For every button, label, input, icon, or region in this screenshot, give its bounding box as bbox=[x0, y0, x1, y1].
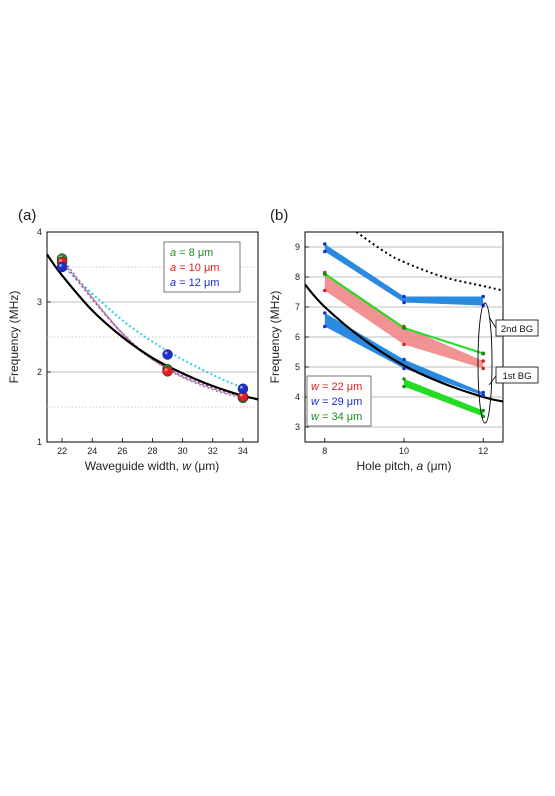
chart-b-marker bbox=[323, 249, 327, 254]
chart-b-2ndbg-label: 2nd BG bbox=[501, 324, 533, 335]
chart-a-points bbox=[56, 253, 249, 404]
chart-a-point bbox=[162, 349, 173, 360]
chart-a-legend-item-2: a = 10 μm bbox=[170, 262, 219, 274]
chart-b-upper-dotted-curve bbox=[355, 231, 504, 292]
chart-b-marker bbox=[323, 311, 327, 315]
chart-b-2ndbg-pointer bbox=[488, 316, 497, 329]
chart-a-x-tick-label: 34 bbox=[238, 446, 248, 456]
chart-b-marker bbox=[323, 242, 327, 246]
chart-b-legend-item-3: w = 34 μm bbox=[311, 411, 362, 423]
chart-b-legend: w = 22 μm w = 29 μm w = 34 μm bbox=[306, 375, 372, 427]
chart-a-point-highlight bbox=[239, 385, 243, 389]
chart-a-x-tick-label: 22 bbox=[57, 446, 67, 456]
chart-a-point-highlight bbox=[164, 368, 168, 372]
chart-b-marker bbox=[402, 300, 406, 305]
chart-b-x-tick-label: 12 bbox=[478, 446, 488, 456]
chart-b-marker bbox=[481, 390, 486, 395]
chart-b-1stbg-box bbox=[495, 366, 539, 384]
chart-b-bands bbox=[324, 244, 484, 417]
chart-b: 8 10 12 3 4 5 6 7 8 9 Hole pitch, a (μm) Frequen… bbox=[268, 231, 539, 473]
chart-a-point bbox=[237, 383, 249, 395]
chart-a-x-tick-label: 26 bbox=[117, 446, 127, 456]
chart-b-marker bbox=[402, 377, 406, 381]
chart-a-point-highlight bbox=[59, 259, 63, 263]
chart-b-legend-item-1: w = 22 μm bbox=[311, 381, 362, 393]
chart-a-legend-box bbox=[163, 241, 241, 293]
chart-b-marker bbox=[481, 408, 486, 413]
chart-b-marker bbox=[402, 366, 406, 371]
chart-b-y-tick-label: 3 bbox=[295, 422, 300, 432]
chart-b-legend-item-2: w = 29 μm bbox=[311, 396, 362, 408]
chart-a-y-tick-label: 3 bbox=[37, 297, 42, 307]
chart-a-x-ticks: 22 24 26 28 30 32 34 bbox=[57, 438, 248, 456]
chart-b-bandgap-ellipse bbox=[477, 302, 493, 424]
chart-b-y-tick-label: 7 bbox=[295, 302, 300, 312]
chart-b-green-marker bbox=[481, 351, 486, 356]
chart-b-band-2 bbox=[324, 244, 484, 306]
chart-b-ylabel: Frequency (MHz) bbox=[268, 291, 282, 384]
chart-a-point-highlight bbox=[239, 393, 243, 397]
chart-a-x-tick-label: 24 bbox=[87, 446, 97, 456]
chart-b-1stbg-pointer bbox=[488, 375, 497, 386]
chart-a-legend: a = 8 μm a = 10 μm a = 12 μm bbox=[163, 241, 241, 293]
chart-a-x-tick-label: 28 bbox=[147, 446, 157, 456]
chart-a-x-tick-label: 30 bbox=[178, 446, 188, 456]
chart-a-fit-curve-2 bbox=[61, 260, 244, 398]
chart-b-y-tick-label: 5 bbox=[295, 362, 300, 372]
chart-b-band-3 bbox=[324, 313, 484, 396]
chart-b-green-marker bbox=[322, 272, 327, 276]
chart-b-2ndbg-box bbox=[495, 319, 539, 337]
chart-b-x-tick-label: 10 bbox=[399, 446, 409, 456]
chart-b-marker bbox=[481, 393, 486, 398]
chart-b-marker bbox=[402, 294, 406, 299]
chart-b-markers bbox=[322, 242, 486, 419]
chart-b-marker bbox=[481, 294, 486, 299]
panel-b-label: (b) bbox=[270, 207, 288, 224]
chart-a-y-tick-label: 1 bbox=[37, 437, 42, 447]
chart-b-x-ticks: 8 10 12 bbox=[322, 438, 488, 456]
chart-a-point bbox=[56, 261, 68, 273]
chart-a-xlabel: Waveguide width, w (μm) bbox=[85, 459, 220, 473]
chart-a-y-tick-label: 2 bbox=[37, 367, 42, 377]
chart-b-marker bbox=[323, 288, 327, 293]
chart-b-marker bbox=[481, 359, 486, 363]
chart-b-x-tick-label: 8 bbox=[322, 446, 327, 456]
chart-b-y-tick-label: 4 bbox=[295, 392, 300, 402]
chart-b-marker bbox=[402, 357, 406, 362]
chart-a-legend-item-3: a = 12 μm bbox=[170, 277, 219, 289]
chart-a-y-tick-label: 4 bbox=[37, 227, 42, 237]
chart-a-y-ticks: 1 2 3 4 bbox=[37, 227, 51, 447]
chart-a-point bbox=[162, 366, 173, 377]
chart-b-xlabel: Hole pitch, a (μm) bbox=[357, 459, 452, 473]
chart-b-band-1 bbox=[324, 272, 484, 369]
chart-a-ylabel: Frequency (MHz) bbox=[7, 291, 21, 384]
chart-a-point-highlight bbox=[164, 351, 168, 355]
chart-b-marker bbox=[402, 342, 406, 347]
chart-b-legend-box bbox=[306, 375, 372, 427]
chart-b-1stbg-label: 1st BG bbox=[502, 371, 531, 382]
chart-a-legend-item-1: a = 8 μm bbox=[170, 247, 213, 259]
chart-b-y-tick-label: 6 bbox=[295, 332, 300, 342]
chart-a-x-tick-label: 32 bbox=[208, 446, 218, 456]
chart-b-green-marker bbox=[402, 326, 406, 330]
chart-b-y-tick-label: 9 bbox=[295, 242, 300, 252]
chart-a-theory-curve bbox=[46, 253, 259, 401]
chart-b-y-tick-label: 8 bbox=[295, 272, 300, 282]
chart-b-marker bbox=[402, 384, 406, 389]
panel-a-label: (a) bbox=[18, 207, 36, 224]
chart-b-marker bbox=[323, 324, 327, 329]
chart-b-band-4 bbox=[404, 379, 484, 417]
chart-b-y-ticks: 3 4 5 6 7 8 9 bbox=[295, 242, 309, 432]
chart-a-point-highlight bbox=[59, 264, 63, 267]
chart-b-marker bbox=[481, 366, 486, 371]
